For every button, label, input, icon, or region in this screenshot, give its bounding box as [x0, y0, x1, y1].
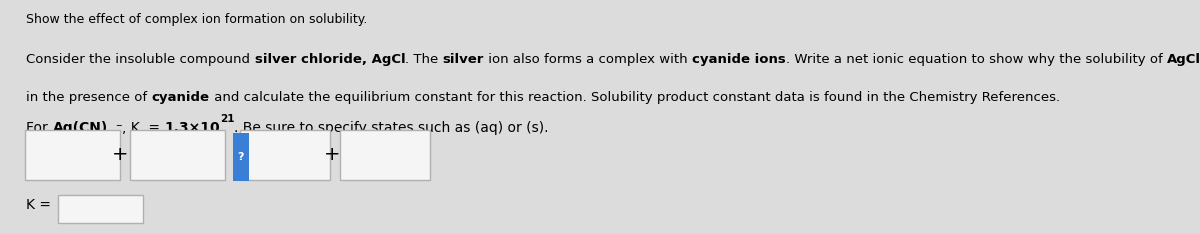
Text: . Be sure to specify states such as (aq) or (s).: . Be sure to specify states such as (aq)… — [234, 121, 548, 135]
Text: Consider the insoluble compound: Consider the insoluble compound — [26, 53, 254, 66]
Text: K =: K = — [26, 198, 52, 212]
Text: cyanide: cyanide — [151, 91, 210, 104]
Text: . The: . The — [406, 53, 443, 66]
Text: ?: ? — [238, 152, 245, 162]
FancyBboxPatch shape — [25, 130, 120, 180]
FancyBboxPatch shape — [233, 133, 250, 181]
Text: 21: 21 — [220, 114, 234, 124]
Text: and calculate the equilibrium constant for this reaction. Solubility product con: and calculate the equilibrium constant f… — [210, 91, 1060, 104]
FancyBboxPatch shape — [340, 130, 430, 180]
Text: +: + — [324, 146, 341, 165]
Text: silver chloride, AgCl: silver chloride, AgCl — [254, 53, 406, 66]
Text: , K: , K — [122, 121, 140, 135]
Text: ⁻: ⁻ — [115, 122, 122, 135]
Text: 1.3×10: 1.3×10 — [164, 121, 220, 135]
Text: AgCl(s): AgCl(s) — [1166, 53, 1200, 66]
Text: Show the effect of complex ion formation on solubility.: Show the effect of complex ion formation… — [26, 13, 367, 26]
Text: f: f — [140, 135, 144, 145]
Text: silver: silver — [443, 53, 484, 66]
Text: Ag(CN): Ag(CN) — [53, 121, 108, 135]
Text: =: = — [144, 121, 164, 135]
FancyBboxPatch shape — [130, 130, 226, 180]
Text: cyanide ions: cyanide ions — [692, 53, 786, 66]
Text: . Write a net ionic equation to show why the solubility of: . Write a net ionic equation to show why… — [786, 53, 1166, 66]
Text: ion also forms a complex with: ion also forms a complex with — [484, 53, 692, 66]
FancyBboxPatch shape — [58, 195, 143, 223]
Text: +: + — [112, 146, 128, 165]
FancyBboxPatch shape — [240, 130, 330, 180]
Text: 2: 2 — [108, 135, 115, 145]
Text: For: For — [26, 121, 53, 135]
Text: in the presence of: in the presence of — [26, 91, 151, 104]
